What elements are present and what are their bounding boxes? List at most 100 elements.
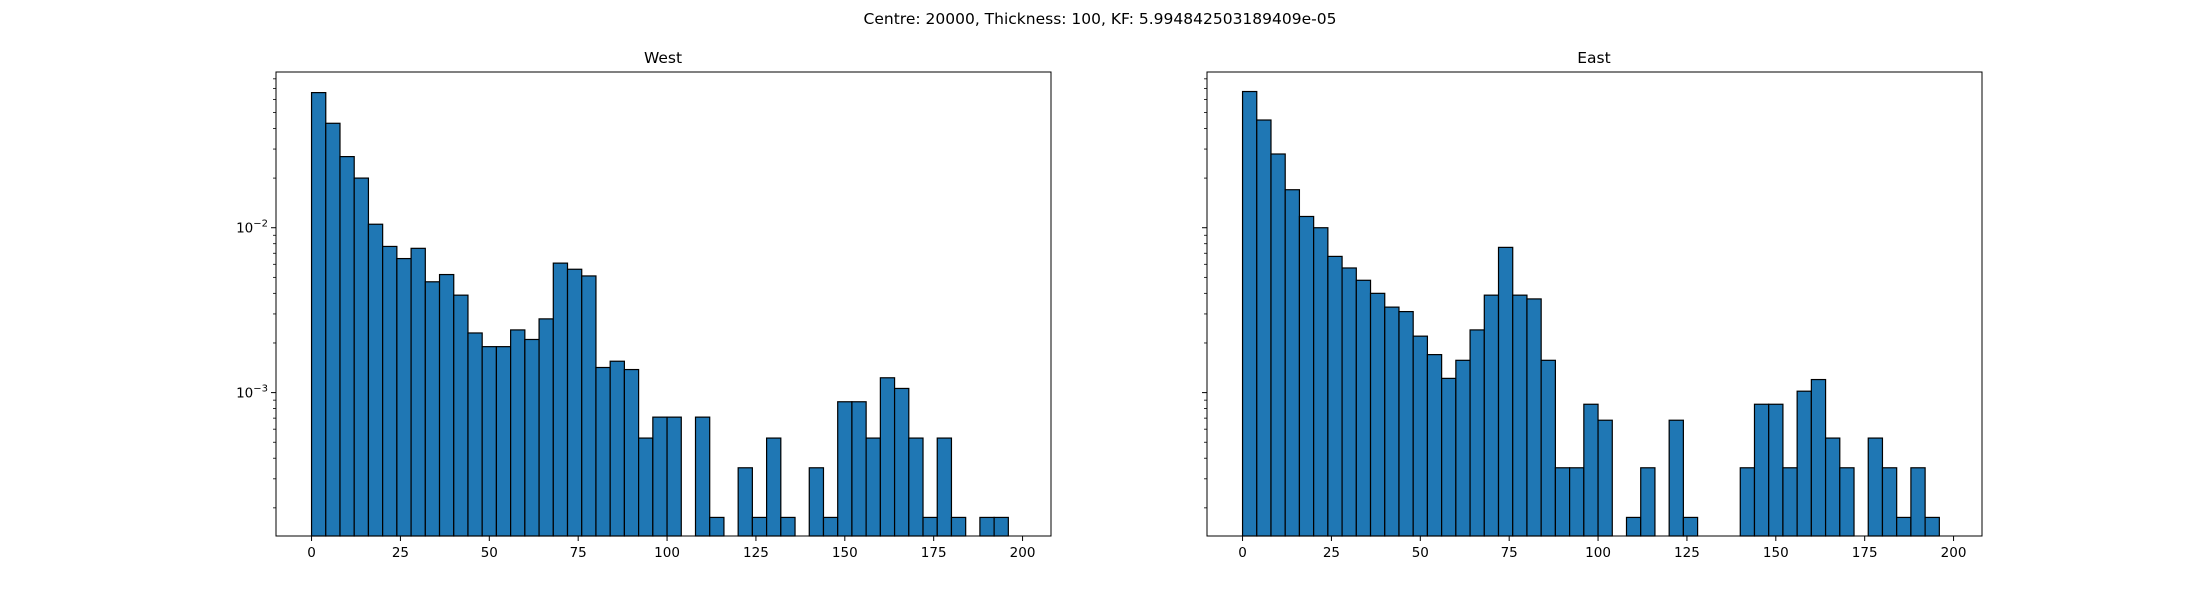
west-bar xyxy=(410,247,426,537)
west-bar xyxy=(339,156,355,537)
east-bar xyxy=(1910,467,1926,537)
west-bars xyxy=(310,91,1009,537)
east-x-axis: 0 25 50 75 100 125 150 175 200 xyxy=(1238,536,1966,561)
east-bar xyxy=(1398,310,1414,537)
west-bar xyxy=(979,516,995,537)
west-x-tick-label: 100 xyxy=(654,545,680,561)
west-x-tick-label: 200 xyxy=(1010,545,1036,561)
west-bar xyxy=(950,516,967,537)
east-bar xyxy=(1839,467,1855,537)
west-bar xyxy=(438,273,455,537)
east-bar xyxy=(1796,390,1812,537)
west-bar xyxy=(936,437,953,537)
west-title: West xyxy=(644,49,682,67)
west-bar xyxy=(581,275,597,537)
east-bar xyxy=(1896,516,1912,537)
east-bar xyxy=(1540,359,1556,537)
west-bar xyxy=(310,91,327,537)
west-bar xyxy=(893,387,910,537)
west-bar xyxy=(993,516,1009,537)
west-y-tick-label: 10−2 xyxy=(236,219,268,237)
west-y-axis: 10−3 10−2 xyxy=(236,78,276,509)
east-axes-frame xyxy=(1206,71,1983,537)
east-bar xyxy=(1241,90,1258,537)
west-bar xyxy=(922,516,938,537)
east-bar xyxy=(1313,227,1329,537)
west-panel: West 0 25 50 75 100 125 150 175 200 10−3 10−2 xyxy=(236,49,1052,561)
west-bar xyxy=(481,346,498,537)
east-bar xyxy=(1569,467,1585,537)
east-x-tick-label: 75 xyxy=(1501,545,1518,561)
east-bar xyxy=(1369,292,1386,537)
west-bar xyxy=(552,262,569,537)
east-bar xyxy=(1512,294,1528,537)
west-x-tick-label: 0 xyxy=(307,545,316,561)
west-bar xyxy=(737,467,753,537)
west-bar xyxy=(424,281,441,537)
west-x-tick-label: 150 xyxy=(832,545,858,561)
west-bar xyxy=(524,338,540,537)
west-bar xyxy=(865,437,881,537)
west-bar xyxy=(453,294,469,537)
east-x-tick-label: 100 xyxy=(1585,545,1611,561)
east-bar xyxy=(1455,359,1471,537)
east-x-tick-label: 0 xyxy=(1238,545,1247,561)
east-bar xyxy=(1270,153,1286,537)
west-x-tick-label: 175 xyxy=(921,545,947,561)
west-bar xyxy=(538,318,554,537)
east-bar xyxy=(1412,335,1429,537)
west-bar xyxy=(353,177,370,537)
west-bar xyxy=(566,268,583,537)
west-bar xyxy=(652,416,668,537)
east-panel: East 0 25 50 75 100 125 150 175 200 xyxy=(1202,49,1983,561)
west-bar xyxy=(694,416,711,537)
west-bar xyxy=(709,516,725,537)
east-bar xyxy=(1426,354,1443,537)
west-bar xyxy=(396,257,412,537)
east-bar xyxy=(1355,279,1372,537)
east-bar xyxy=(1753,403,1770,537)
east-bar xyxy=(1256,119,1272,537)
east-bar xyxy=(1284,189,1301,537)
west-bar xyxy=(467,332,483,537)
east-bar xyxy=(1682,516,1699,537)
east-bar xyxy=(1526,298,1542,537)
east-bar xyxy=(1384,306,1400,537)
west-bar xyxy=(325,122,341,537)
east-bar xyxy=(1298,215,1315,537)
east-bar xyxy=(1341,267,1357,537)
east-bar xyxy=(1441,377,1457,537)
west-bar xyxy=(822,516,839,537)
east-x-tick-label: 200 xyxy=(1941,545,1967,561)
east-bar xyxy=(1469,329,1485,537)
west-bar xyxy=(666,416,682,537)
west-x-axis: 0 25 50 75 100 125 150 175 200 xyxy=(307,536,1035,561)
west-bar xyxy=(510,329,526,537)
east-bar xyxy=(1810,378,1827,537)
west-bar xyxy=(367,223,384,537)
east-bar xyxy=(1327,255,1343,537)
east-x-tick-label: 25 xyxy=(1323,545,1340,561)
west-bar xyxy=(495,346,512,537)
west-bar xyxy=(623,368,640,537)
east-bar xyxy=(1597,419,1613,537)
east-x-tick-label: 150 xyxy=(1763,545,1789,561)
west-bar xyxy=(780,516,796,537)
east-y-axis xyxy=(1202,78,1207,509)
east-bar xyxy=(1768,403,1784,537)
east-bars xyxy=(1241,90,1940,537)
east-bar xyxy=(1824,437,1841,537)
west-bar xyxy=(638,437,654,537)
west-y-tick-label: 10−3 xyxy=(236,384,268,402)
east-bar xyxy=(1739,467,1756,537)
east-x-tick-label: 50 xyxy=(1412,545,1429,561)
west-bar xyxy=(751,516,768,537)
west-x-tick-label: 25 xyxy=(392,545,409,561)
west-bar xyxy=(595,366,611,537)
west-bar xyxy=(879,377,896,537)
west-x-tick-label: 50 xyxy=(481,545,498,561)
west-bar xyxy=(765,437,782,537)
west-bar xyxy=(837,401,853,537)
east-x-tick-label: 125 xyxy=(1674,545,1700,561)
